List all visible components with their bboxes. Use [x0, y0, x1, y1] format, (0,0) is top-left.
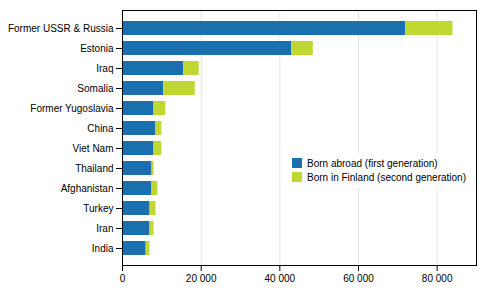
svg-text:India: India [92, 243, 114, 254]
svg-text:Iran: Iran [96, 223, 113, 234]
svg-text:20 000: 20 000 [186, 273, 217, 284]
svg-text:0: 0 [120, 273, 126, 284]
svg-text:Iraq: Iraq [96, 63, 113, 74]
svg-text:40 000: 40 000 [265, 273, 296, 284]
svg-text:80 000: 80 000 [422, 273, 453, 284]
svg-text:Turkey: Turkey [83, 203, 113, 214]
svg-text:China: China [87, 123, 114, 134]
html-text:Born in Finland (second genera: Born in Finland (second generation) [307, 171, 466, 183]
svg-text:Somalia: Somalia [77, 83, 114, 94]
svg-text:Afghanistan: Afghanistan [61, 183, 114, 194]
svg-text:60 000: 60 000 [343, 273, 374, 284]
svg-text:Viet Nam: Viet Nam [73, 143, 114, 154]
svg-text:Estonia: Estonia [80, 43, 114, 54]
svg-text:Former USSR & Russia: Former USSR & Russia [8, 23, 114, 34]
html-text:Born abroad (first generation): Born abroad (first generation) [307, 157, 438, 169]
svg-text:Former Yugoslavia: Former Yugoslavia [30, 103, 114, 114]
svg-text:Thailand: Thailand [75, 163, 113, 174]
